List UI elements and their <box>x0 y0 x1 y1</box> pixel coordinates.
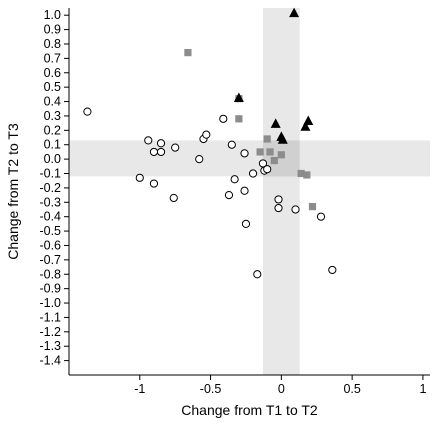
vertical-band <box>262 8 300 375</box>
circle-point <box>274 195 283 204</box>
circle-point <box>156 139 166 148</box>
circle-point <box>156 147 166 157</box>
y-tick-label: 0.0 <box>44 152 61 166</box>
square-point <box>235 115 243 123</box>
square-point <box>297 169 305 178</box>
circle-point <box>144 136 153 145</box>
circle-point <box>219 114 228 123</box>
triangle-point <box>233 92 244 102</box>
y-tick-label: -0.1 <box>39 167 61 181</box>
square-point <box>266 148 274 156</box>
y-tick-label: 0.5 <box>44 80 61 94</box>
circle-point <box>241 219 251 228</box>
y-tick-label: -0.4 <box>39 210 61 224</box>
x-tick-label: 0 <box>278 382 285 396</box>
circle-point <box>291 205 300 214</box>
y-tick-label: -1.3 <box>39 339 61 353</box>
circle-point <box>274 203 283 213</box>
tick-marks <box>64 14 424 380</box>
square-point <box>184 49 192 57</box>
y-tick-label: 0.3 <box>44 109 61 123</box>
y-tick-label: 0.7 <box>44 51 61 65</box>
y-tick-label: -0.8 <box>39 267 61 281</box>
circle-point <box>230 175 239 184</box>
y-tick-label: -0.2 <box>39 181 61 195</box>
y-tick-label: -0.5 <box>39 224 61 238</box>
square-point <box>303 171 311 179</box>
x-tick-label: 1 <box>419 382 426 396</box>
circle-point <box>248 169 258 178</box>
circle-point <box>263 165 272 174</box>
circle-point <box>202 130 211 139</box>
circle-point <box>135 173 144 182</box>
circle-point <box>224 190 234 200</box>
triangle-point <box>289 7 300 18</box>
y-tick-label: 1.0 <box>44 8 61 22</box>
circle-point <box>171 143 180 152</box>
circle-point <box>240 149 249 158</box>
y-tick-label: -1.4 <box>39 354 61 368</box>
triangle-point <box>277 134 288 144</box>
y-tick-label: -0.9 <box>39 282 61 296</box>
x-tick-label: -1 <box>134 382 145 396</box>
y-tick-label: 0.2 <box>44 123 61 137</box>
x-tick-label: 0.5 <box>343 382 360 396</box>
circle-point <box>195 155 204 164</box>
y-tick-label: 0.4 <box>44 95 61 109</box>
square-point <box>308 203 317 211</box>
circle-point <box>169 193 178 203</box>
y-tick-label: -1.2 <box>39 325 61 339</box>
triangle-point <box>270 118 281 128</box>
circle-point <box>253 270 262 279</box>
x-axis-title: Change from T1 to T2 <box>181 402 318 418</box>
triangle-point <box>300 121 311 131</box>
y-tick-label: -1.1 <box>39 310 61 324</box>
circle-point <box>83 107 92 116</box>
x-tick-label: -0.5 <box>200 382 222 396</box>
square-point <box>256 148 264 156</box>
axes <box>68 8 430 376</box>
data-points <box>83 7 337 279</box>
y-tick-label: -0.3 <box>39 195 61 209</box>
circle-point <box>149 179 159 188</box>
y-tick-label: -0.7 <box>39 253 61 267</box>
circle-point <box>240 186 249 195</box>
horizontal-band <box>69 140 430 177</box>
square-point <box>270 156 278 165</box>
y-tick-label: -1.0 <box>39 296 61 310</box>
tick-labels: -1 -0.5 0 0.5 11.00.90.80.70.60.50.40.30.20.… <box>39 8 426 396</box>
y-tick-label: -0.6 <box>39 238 61 252</box>
y-tick-label: 0.8 <box>44 37 61 51</box>
y-axis-title: Change from T2 to T3 <box>5 123 21 260</box>
circle-point <box>328 265 337 275</box>
circle-point <box>149 147 159 157</box>
circle-point <box>316 212 326 221</box>
circle-point <box>227 140 236 149</box>
y-tick-label: 0.1 <box>44 138 61 152</box>
square-point <box>263 135 271 143</box>
y-tick-label: 0.6 <box>44 66 61 80</box>
square-point <box>277 151 285 159</box>
y-tick-label: 0.9 <box>44 23 61 37</box>
highlight-bands <box>69 8 430 375</box>
